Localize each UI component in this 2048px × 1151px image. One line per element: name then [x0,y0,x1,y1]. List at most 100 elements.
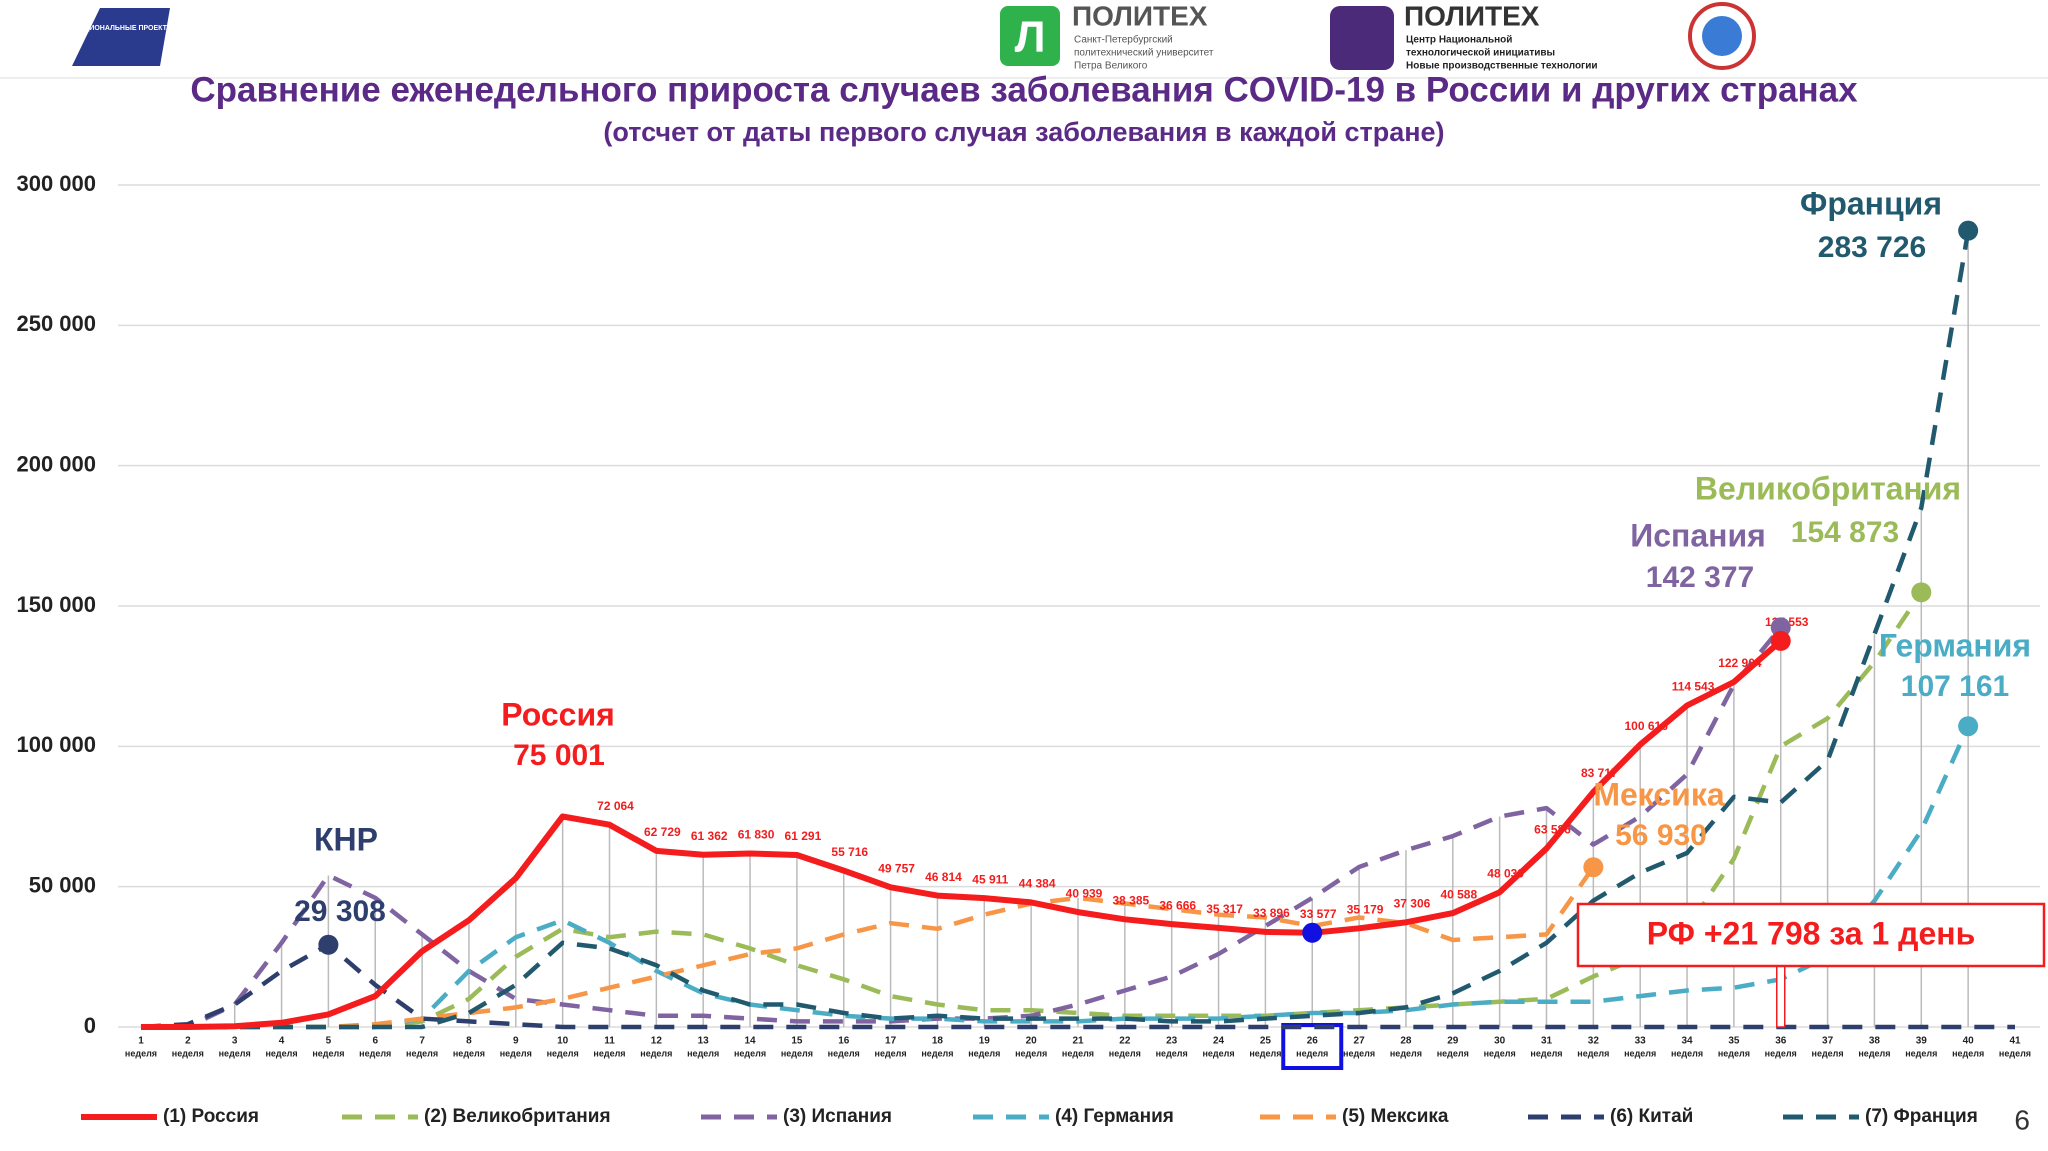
callout-box [1576,902,2046,968]
annotation-name: Россия [501,696,615,732]
x-tick-label: 12 [651,1036,663,1047]
x-tick-unit: неделя [1156,1048,1188,1058]
x-tick-label: 11 [604,1036,615,1047]
legend-label: (6) Китай [1610,1106,1693,1127]
value-label: 61 830 [738,828,775,842]
x-tick-label: 3 [232,1036,238,1047]
logo-national [72,8,170,66]
x-tick-unit: неделя [1952,1048,1984,1058]
logo2-text: Новые производственные технологии [1406,61,1598,72]
value-label: 61 362 [691,829,728,843]
annotation-value: 142 377 [1646,561,1754,594]
x-tick-unit: неделя [1624,1048,1656,1058]
value-label: 46 814 [925,870,962,884]
legend-label: (4) Германия [1055,1106,1174,1127]
x-tick-label: 17 [885,1036,897,1047]
value-label: 45 911 [972,872,1008,886]
logo1-icon [1000,6,1060,66]
annotation-value: 75 001 [513,739,605,772]
annotation-value: 154 873 [1791,516,1899,549]
point-marker [1583,857,1604,878]
x-tick-unit: неделя [1062,1048,1094,1058]
annotation-name: Испания [1630,517,1766,553]
x-tick-label: 13 [698,1036,710,1047]
x-tick-label: 35 [1728,1036,1740,1047]
legend-label: (1) Россия [163,1106,259,1127]
x-tick-label: 40 [1963,1036,1975,1047]
legend-label: (5) Мексика [1342,1106,1449,1127]
logo1-text: Петра Великого [1074,61,1148,72]
x-tick-label: 1 [138,1036,144,1047]
value-label: 61 291 [785,829,822,843]
x-tick-label: 15 [791,1036,803,1047]
value-label: 114 543 [1672,680,1715,694]
x-tick-label: 10 [557,1036,569,1047]
x-tick-label: 30 [1494,1036,1506,1047]
x-tick-unit: неделя [1530,1048,1562,1058]
legend-label: (7) Франция [1865,1106,1978,1127]
annotation-name: Франция [1800,185,1942,221]
x-tick-label: 19 [979,1036,991,1047]
x-tick-label: 24 [1213,1036,1225,1047]
value-label: 48 039 [1487,866,1524,880]
y-tick-label: 200 000 [16,451,96,476]
logo1-glyph: Л [1015,13,1046,62]
x-tick-unit: неделя [1858,1048,1890,1058]
x-tick-label: 22 [1119,1036,1131,1047]
point-marker [1770,630,1791,651]
value-label: 40 588 [1440,887,1477,901]
x-tick-unit: неделя [219,1048,251,1058]
x-tick-unit: неделя [1109,1048,1141,1058]
x-tick-unit: неделя [1812,1048,1844,1058]
x-tick-unit: неделя [593,1048,625,1058]
x-tick-label: 31 [1541,1036,1553,1047]
x-tick-label: 38 [1869,1036,1881,1047]
value-label: 38 385 [1112,893,1149,907]
x-tick-unit: неделя [1718,1048,1750,1058]
annotation-value: 107 161 [1901,670,2009,703]
x-tick-unit: неделя [1343,1048,1375,1058]
x-tick-label: 33 [1635,1036,1647,1047]
logo2-text: технологической инициативы [1406,48,1555,59]
x-tick-label: 2 [185,1036,191,1047]
logo2-icon [1330,6,1394,70]
x-tick-unit: неделя [968,1048,1000,1058]
x-tick-label: 14 [744,1036,756,1047]
annotation-value: 29 308 [294,895,386,928]
page-number: 6 [2014,1104,2030,1135]
chart-title: Сравнение еженедельного прироста случаев… [190,70,1858,109]
legend-label: (2) Великобритания [424,1106,611,1127]
value-label: 44 384 [1019,877,1056,891]
x-tick-unit: неделя [547,1048,579,1058]
x-tick-label: 39 [1916,1036,1928,1047]
x-tick-label: 9 [513,1036,519,1047]
value-label: 33 896 [1253,906,1290,920]
value-label: 33 577 [1300,907,1337,921]
value-label: 122 904 [1718,656,1762,670]
value-label: 40 939 [1066,886,1103,900]
y-tick-label: 150 000 [16,592,96,617]
x-tick-label: 29 [1447,1036,1459,1047]
x-tick-label: 21 [1072,1036,1084,1047]
value-label: 35 317 [1206,902,1243,916]
x-tick-unit: неделя [1671,1048,1703,1058]
x-tick-unit: неделя [1296,1048,1328,1058]
x-tick-label: 34 [1681,1036,1693,1047]
series-line [141,230,1971,1030]
point-marker [318,934,339,955]
x-tick-label: 23 [1166,1036,1178,1047]
x-tick-unit: неделя [781,1048,813,1058]
x-tick-unit: неделя [1999,1048,2031,1058]
x-tick-unit: неделя [265,1048,297,1058]
series-line [141,638,1783,1030]
x-tick-unit: неделя [359,1048,391,1058]
legend-label: (3) Испания [783,1106,892,1127]
value-label: 63 586 [1534,823,1571,837]
x-tick-unit: неделя [172,1048,204,1058]
x-tick-unit: неделя [875,1048,907,1058]
logo2-title: ПОЛИТЕХ [1404,0,1540,31]
point-marker [1958,220,1979,241]
x-tick-unit: неделя [1249,1048,1281,1058]
point-marker [1958,716,1979,737]
